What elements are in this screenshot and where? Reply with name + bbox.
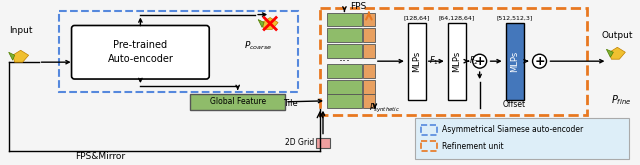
Text: FPS&Mirror: FPS&Mirror bbox=[76, 152, 125, 161]
Bar bbox=[320, 8, 588, 115]
Bar bbox=[327, 28, 362, 42]
Polygon shape bbox=[262, 17, 278, 29]
Text: [512,512,3]: [512,512,3] bbox=[497, 15, 532, 20]
Bar bbox=[327, 64, 362, 78]
Text: Pre-trained: Pre-trained bbox=[113, 40, 168, 50]
Text: 2D Grid: 2D Grid bbox=[285, 138, 314, 148]
Bar bbox=[448, 22, 466, 100]
Text: $F_1$: $F_1$ bbox=[429, 55, 439, 67]
Text: MLPs: MLPs bbox=[510, 50, 519, 72]
Text: Input: Input bbox=[9, 26, 33, 35]
Bar bbox=[363, 64, 375, 78]
Text: Refinement unit: Refinement unit bbox=[442, 142, 504, 151]
Bar bbox=[506, 22, 524, 100]
Bar bbox=[59, 11, 298, 92]
Text: ...: ... bbox=[339, 51, 351, 64]
Bar bbox=[420, 125, 436, 135]
Polygon shape bbox=[9, 52, 15, 60]
Text: $P_{synthetic}$: $P_{synthetic}$ bbox=[369, 102, 401, 115]
Bar bbox=[420, 142, 436, 151]
Polygon shape bbox=[258, 19, 264, 27]
FancyBboxPatch shape bbox=[72, 25, 209, 79]
Circle shape bbox=[532, 54, 547, 68]
Bar bbox=[190, 94, 285, 110]
Circle shape bbox=[473, 54, 486, 68]
Text: MLPs: MLPs bbox=[452, 50, 461, 72]
Bar bbox=[327, 44, 362, 58]
Text: Asymmetrical Siamese auto-encoder: Asymmetrical Siamese auto-encoder bbox=[442, 125, 583, 134]
Bar bbox=[316, 138, 330, 148]
Bar bbox=[363, 44, 375, 58]
Text: $P_{coarse}$: $P_{coarse}$ bbox=[244, 39, 272, 52]
Text: [128,64]: [128,64] bbox=[404, 15, 430, 20]
Polygon shape bbox=[609, 47, 625, 59]
Text: Offset: Offset bbox=[503, 100, 526, 109]
Bar bbox=[327, 94, 362, 108]
Text: +: + bbox=[474, 55, 485, 68]
Text: Global Feature: Global Feature bbox=[210, 97, 266, 106]
Bar bbox=[327, 13, 362, 26]
Polygon shape bbox=[606, 49, 613, 57]
Bar bbox=[363, 94, 375, 108]
Text: +: + bbox=[534, 55, 545, 68]
Text: Output: Output bbox=[602, 31, 633, 40]
Bar bbox=[408, 22, 426, 100]
Polygon shape bbox=[13, 50, 29, 62]
Bar bbox=[415, 118, 629, 159]
Text: FPS: FPS bbox=[350, 2, 366, 11]
Text: MLPs: MLPs bbox=[412, 50, 421, 72]
Text: $F_2$: $F_2$ bbox=[468, 55, 479, 67]
Text: [64,128,64]: [64,128,64] bbox=[438, 15, 475, 20]
Bar bbox=[363, 13, 375, 26]
Text: $P_{fine}$: $P_{fine}$ bbox=[611, 93, 632, 107]
Bar bbox=[363, 28, 375, 42]
Text: Tile: Tile bbox=[283, 99, 298, 108]
Bar bbox=[363, 80, 375, 94]
Text: Auto-encoder: Auto-encoder bbox=[108, 54, 173, 64]
Bar bbox=[327, 80, 362, 94]
